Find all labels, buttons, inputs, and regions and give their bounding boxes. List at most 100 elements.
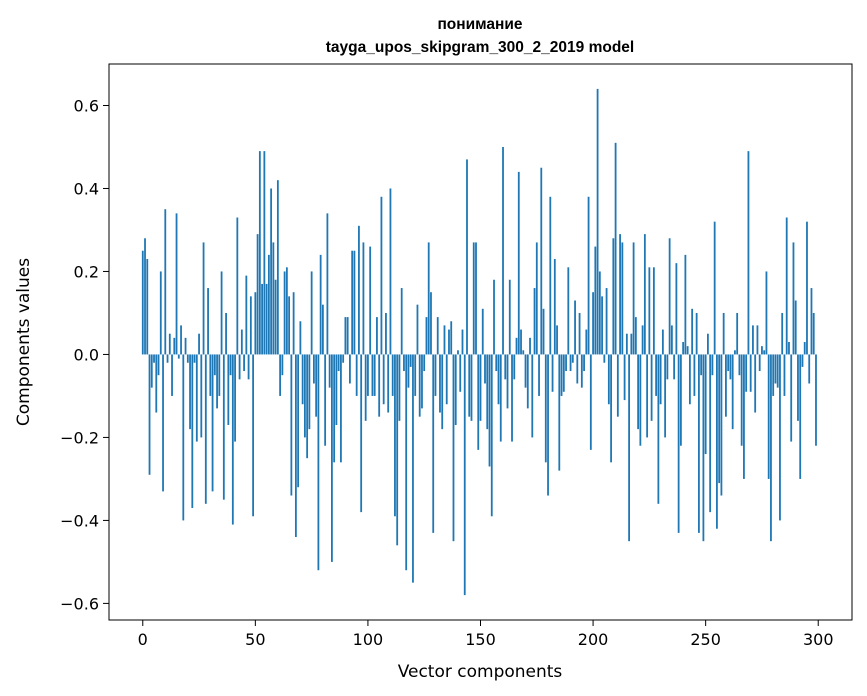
bar [504,354,507,380]
bar [781,312,784,355]
bar-series [141,88,817,596]
bar [274,279,277,355]
bar [641,325,644,355]
bar [648,267,651,355]
x-tick-label: 0 [138,630,148,649]
bar [312,354,315,384]
bar [540,167,543,355]
bar [360,354,363,513]
bar [340,354,342,463]
bar [698,354,700,533]
bar [281,354,284,376]
bar [436,317,439,355]
bar [686,346,689,355]
bar [558,354,561,471]
bar [439,354,441,413]
bar [182,354,185,521]
bar [720,354,723,496]
bar [605,288,608,355]
bar [743,354,745,479]
bar [495,354,498,372]
bar [661,329,664,355]
bar [225,312,227,355]
bar [731,354,734,430]
bar [265,283,268,355]
bar [427,242,430,355]
bar [263,151,266,355]
bar [445,354,448,405]
bar [162,354,164,492]
y-tick-label: 0.4 [74,179,99,198]
bar [628,354,630,542]
bar [175,213,178,355]
bar [553,259,556,355]
bar [243,354,245,372]
bar [387,354,390,413]
bar [457,350,459,355]
bar [177,354,180,359]
bar [562,354,565,392]
bar [589,354,592,450]
bar [634,317,637,355]
bar [319,254,322,355]
bar [704,354,707,455]
bar [441,354,444,430]
bar [198,333,200,355]
bar [801,354,804,367]
bar [470,354,473,421]
bar [488,354,491,467]
bar [772,354,775,396]
bar [722,312,725,355]
bar [614,142,617,355]
bar [333,354,336,463]
bar [477,354,480,450]
bar [146,259,149,355]
bar [247,354,250,380]
bar [803,342,806,355]
bar [211,354,214,492]
bar [596,88,599,355]
bar [770,354,772,542]
bar [394,354,396,517]
bar [371,354,374,396]
bar [513,354,516,380]
y-tick-label: 0.6 [74,96,99,115]
bar [783,354,786,396]
bar [486,354,489,430]
bar [173,337,176,355]
bar [285,267,288,355]
bar [623,354,626,401]
bar [709,354,712,513]
bar [328,354,331,388]
bar [544,354,547,463]
bar [765,271,768,355]
bar [806,221,808,355]
bar [745,354,748,392]
bar [567,267,570,355]
bar [499,354,502,442]
bar [308,354,311,430]
bar [547,354,549,496]
bar [682,342,685,355]
bar [718,354,721,484]
bar [461,329,464,355]
bar [502,146,504,355]
bar [673,354,676,380]
bar [792,242,795,355]
bar [164,209,167,355]
bar [610,354,612,463]
bar [524,354,527,388]
x-tick-label: 200 [578,630,609,649]
bar [425,317,428,355]
bar [216,354,218,409]
bar [693,354,696,396]
bar [619,234,621,355]
bar [612,238,615,355]
bar [799,354,802,479]
bar [490,354,493,517]
bar [655,354,658,396]
bar [664,354,667,438]
bar [204,354,207,504]
bar [779,354,781,521]
